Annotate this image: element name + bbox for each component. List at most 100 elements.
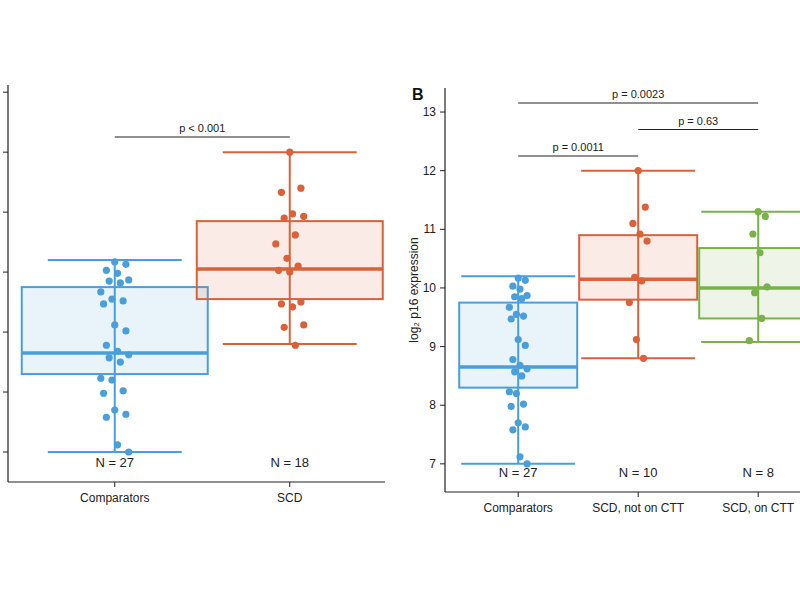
x-axis [8,481,385,482]
point [636,230,643,237]
y-axis [7,85,8,482]
point [108,295,115,302]
point [515,336,522,343]
point [117,279,124,286]
y-axis [444,88,445,492]
upper-cap [701,211,800,213]
point [522,342,529,349]
point [122,261,129,268]
point [516,453,523,460]
point [103,342,110,349]
box-group [579,167,697,362]
point [515,419,522,426]
point [114,270,121,277]
point [749,230,756,237]
upper-whisker [289,152,291,221]
point [751,289,758,296]
point [278,189,285,196]
point [292,231,299,238]
p-value: p < 0.001 [179,122,225,134]
upper-whisker [637,171,639,235]
upper-whisker [757,212,759,248]
y-tick-label: 8 [429,398,436,412]
bracket [638,129,758,130]
point [97,375,104,382]
point [522,277,529,284]
y-tick [3,152,8,153]
point [516,286,523,293]
point [278,300,285,307]
x-tick [114,482,115,487]
bracket [518,155,638,156]
point [281,215,288,222]
point [756,249,763,256]
point [755,208,762,215]
x-tick-label: SCD, not on CTT [592,501,685,515]
point [520,400,527,407]
point [125,351,132,358]
point [506,388,513,395]
box [699,248,800,318]
box [459,303,577,388]
point [120,297,127,304]
y-tick-label: 11 [424,222,437,236]
lower-whisker [637,300,639,359]
box [197,221,383,299]
point [114,348,121,355]
y-tick [440,346,445,347]
point [111,406,118,413]
point [508,403,515,410]
bracket [115,136,290,137]
y-tick [440,229,445,230]
plot-area [22,149,383,456]
y-tick [3,452,8,453]
box-group [459,274,577,467]
point [635,167,642,174]
point [746,337,753,344]
plot-area [459,167,800,467]
panel: ComparatorsSCDN = 27N = 18p < 0.001 [3,85,385,505]
point [631,274,638,281]
point [763,283,770,290]
y-tick [3,272,8,273]
x-tick-label: SCD, on CTT [722,501,795,515]
x-axis [445,491,800,492]
point [275,267,282,274]
point [111,258,118,265]
point [106,354,113,361]
point [509,283,516,290]
point [518,372,525,379]
box [579,235,697,299]
bracket [518,102,758,103]
point [518,295,525,302]
y-tick-label: 12 [423,164,437,178]
lower-whisker [757,318,759,341]
box [22,287,208,374]
point [520,312,527,319]
point [638,277,645,284]
point [292,342,299,349]
point [272,240,279,247]
point [103,414,110,421]
point [515,274,522,281]
x-tick-label: SCD [277,491,303,505]
y-tick [440,170,445,171]
point [629,220,636,227]
point [758,315,765,322]
y-tick-label: 9 [429,340,436,354]
point [286,269,293,276]
point [122,411,129,418]
p-value: p = 0.0011 [552,141,603,153]
y-tick-label: 10 [423,281,437,295]
point [297,185,304,192]
y-tick [440,405,445,406]
y-tick-label: 7 [429,457,436,471]
point [633,336,640,343]
point [626,299,633,306]
x-tick-label: Comparators [80,491,149,505]
point [511,293,518,300]
point [117,358,124,365]
y-tick [440,463,445,464]
point [114,441,121,448]
point [281,324,288,331]
